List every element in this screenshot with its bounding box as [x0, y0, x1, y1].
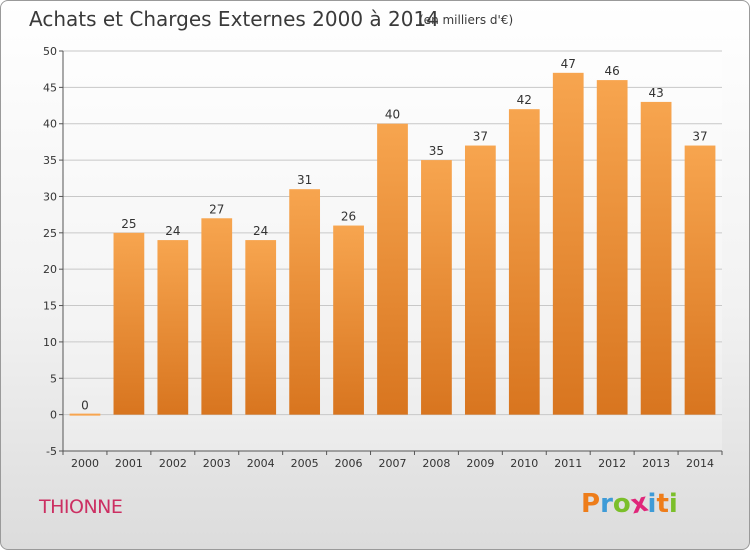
data-label-2009: 37: [473, 130, 488, 144]
x-tick-label: 2014: [686, 457, 714, 470]
logo-letter: t: [656, 489, 669, 519]
x-tick-label: 2010: [510, 457, 538, 470]
bar-2011[interactable]: [552, 72, 584, 415]
logo-letter: i: [647, 489, 657, 519]
y-tick-label: 50: [43, 45, 57, 58]
x-tick-label: 2005: [291, 457, 319, 470]
data-label-2007: 40: [385, 108, 400, 122]
y-axis: -5 0 5 10 15 20 25 30 35 40 45 50: [43, 45, 64, 458]
data-label-2008: 35: [429, 144, 444, 158]
bar-2010[interactable]: [508, 109, 540, 415]
logo-letter: r: [600, 489, 613, 519]
x-tick-label: 2002: [159, 457, 187, 470]
data-label-2013: 43: [648, 86, 663, 100]
bar-2007[interactable]: [377, 123, 408, 415]
bar-2001[interactable]: [113, 232, 145, 415]
x-tick-label: 2003: [203, 457, 231, 470]
bar-2013[interactable]: [640, 101, 672, 415]
logo-letter: o: [612, 489, 631, 519]
data-label-2010: 42: [517, 93, 532, 107]
chart-title: Achats et Charges Externes 2000 à 2014: [29, 7, 439, 31]
chart-unit: (en milliers d'€): [419, 13, 514, 27]
bar-2003[interactable]: [201, 218, 233, 415]
x-tick-label: 2013: [642, 457, 670, 470]
y-tick-label: 5: [50, 372, 57, 385]
data-labels: 0 25 24 27 24 31 26 40 35 37 42 47 46 43 37: [81, 57, 708, 413]
commune-name: THIONNE: [39, 496, 123, 518]
x-axis: 2000 2001 2002 2003 2004 2005 2006 2007 2008 2009…: [62, 450, 723, 470]
data-label-2011: 47: [561, 57, 576, 71]
data-label-2004: 24: [253, 224, 268, 238]
x-tick-label: 2009: [466, 457, 494, 470]
data-label-2005: 31: [297, 173, 312, 187]
bar-chart: 0 25 24 27 24 31 26 40 35 37 42 47 46 43 37 -5 0 5 10 15 20…: [43, 45, 723, 470]
x-tick-label: 2006: [335, 457, 363, 470]
bars: [69, 72, 716, 416]
logo-letter: P: [581, 489, 601, 519]
y-tick-label: 35: [43, 154, 57, 167]
y-tick-label: 45: [43, 81, 57, 94]
logo-letter: i: [668, 489, 678, 519]
x-tick-label: 2008: [422, 457, 450, 470]
bar-2005[interactable]: [289, 189, 321, 415]
bar-2008[interactable]: [421, 160, 452, 415]
bar-2012[interactable]: [596, 80, 628, 415]
y-tick-label: 40: [43, 118, 57, 131]
data-label-2001: 25: [121, 217, 136, 231]
data-label-2006: 26: [341, 210, 356, 224]
data-label-2014: 37: [692, 130, 707, 144]
x-tick-label: 2011: [554, 457, 582, 470]
y-tick-label: 25: [43, 227, 57, 240]
data-label-2012: 46: [605, 64, 620, 78]
y-tick-label: 10: [43, 336, 57, 349]
x-tick-label: 2000: [71, 457, 99, 470]
y-tick-label: 0: [50, 409, 57, 422]
bar-2004[interactable]: [245, 240, 277, 415]
x-tick-label: 2004: [247, 457, 275, 470]
proxiti-logo[interactable]: Proxiti: [581, 488, 678, 521]
data-label-2002: 24: [165, 224, 180, 238]
data-label-2003: 27: [209, 202, 224, 216]
bar-2009[interactable]: [464, 145, 496, 415]
y-tick-label: 15: [43, 300, 57, 313]
bar-2002[interactable]: [157, 240, 189, 415]
x-tick-label: 2012: [598, 457, 626, 470]
bar-2014[interactable]: [684, 145, 716, 415]
y-tick-label: 20: [43, 263, 57, 276]
y-tick-label: -5: [46, 445, 57, 458]
x-tick-label: 2001: [115, 457, 143, 470]
bar-2006[interactable]: [333, 225, 364, 415]
x-tick-label: 2007: [379, 457, 407, 470]
y-tick-label: 30: [43, 190, 57, 203]
data-label-2000: 0: [81, 399, 89, 413]
